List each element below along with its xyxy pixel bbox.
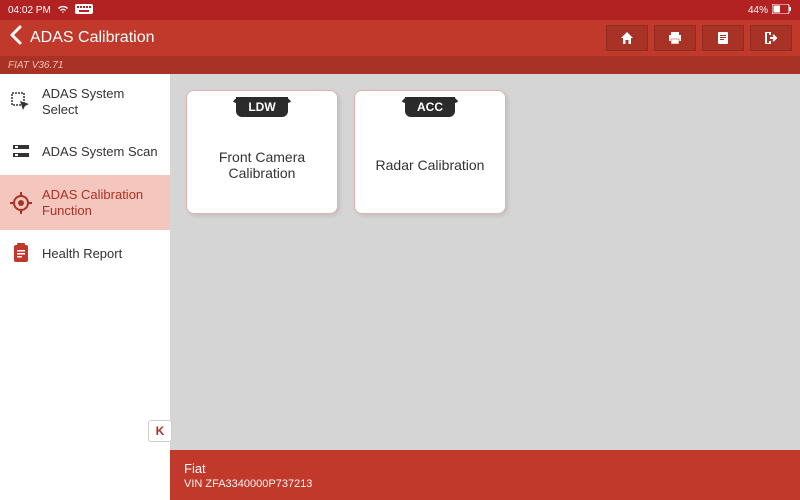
sidebar-item-health-report[interactable]: Health Report <box>0 230 170 276</box>
status-time: 04:02 PM <box>8 5 51 16</box>
version-strip: FIAT V36.71 <box>0 56 800 74</box>
collapse-sidebar-button[interactable]: K <box>148 420 172 442</box>
cursor-select-icon <box>10 91 32 113</box>
keyboard-icon <box>75 4 93 17</box>
exit-button[interactable] <box>750 25 792 51</box>
vehicle-make: Fiat <box>184 461 786 476</box>
status-bar: 04:02 PM 44% <box>0 0 800 20</box>
sidebar-item-label: Health Report <box>42 246 160 262</box>
print-button[interactable] <box>654 25 696 51</box>
sidebar-item-system-scan[interactable]: ADAS System Scan <box>0 129 170 175</box>
vehicle-info-footer: Fiat VIN ZFA3340000P737213 <box>170 450 800 500</box>
scan-icon <box>10 141 32 163</box>
sidebar-item-label: ADAS System Scan <box>42 144 160 160</box>
sidebar: ADAS System Select ADAS System Scan ADAS… <box>0 74 170 500</box>
main-content: LDW Front Camera Calibration ACC Radar C… <box>170 74 800 500</box>
sidebar-item-label: ADAS Calibration Function <box>42 187 160 218</box>
report-button[interactable] <box>702 25 744 51</box>
vehicle-vin: VIN ZFA3340000P737213 <box>184 478 786 490</box>
card-radar-calibration[interactable]: ACC Radar Calibration <box>354 90 506 214</box>
card-label: Radar Calibration <box>366 117 495 213</box>
target-icon <box>10 192 32 214</box>
sidebar-item-system-select[interactable]: ADAS System Select <box>0 74 170 129</box>
title-bar: ADAS Calibration <box>0 20 800 56</box>
card-front-camera-calibration[interactable]: LDW Front Camera Calibration <box>186 90 338 214</box>
clipboard-icon <box>10 242 32 264</box>
battery-icon <box>772 4 792 17</box>
home-button[interactable] <box>606 25 648 51</box>
card-tag: LDW <box>236 97 287 117</box>
card-tag: ACC <box>405 97 455 117</box>
wifi-icon <box>57 4 69 17</box>
battery-percent: 44% <box>748 5 768 16</box>
card-label: Front Camera Calibration <box>187 117 337 213</box>
back-button[interactable] <box>8 25 22 51</box>
page-title: ADAS Calibration <box>30 29 155 47</box>
sidebar-item-calibration-function[interactable]: ADAS Calibration Function <box>0 175 170 230</box>
sidebar-item-label: ADAS System Select <box>42 86 160 117</box>
